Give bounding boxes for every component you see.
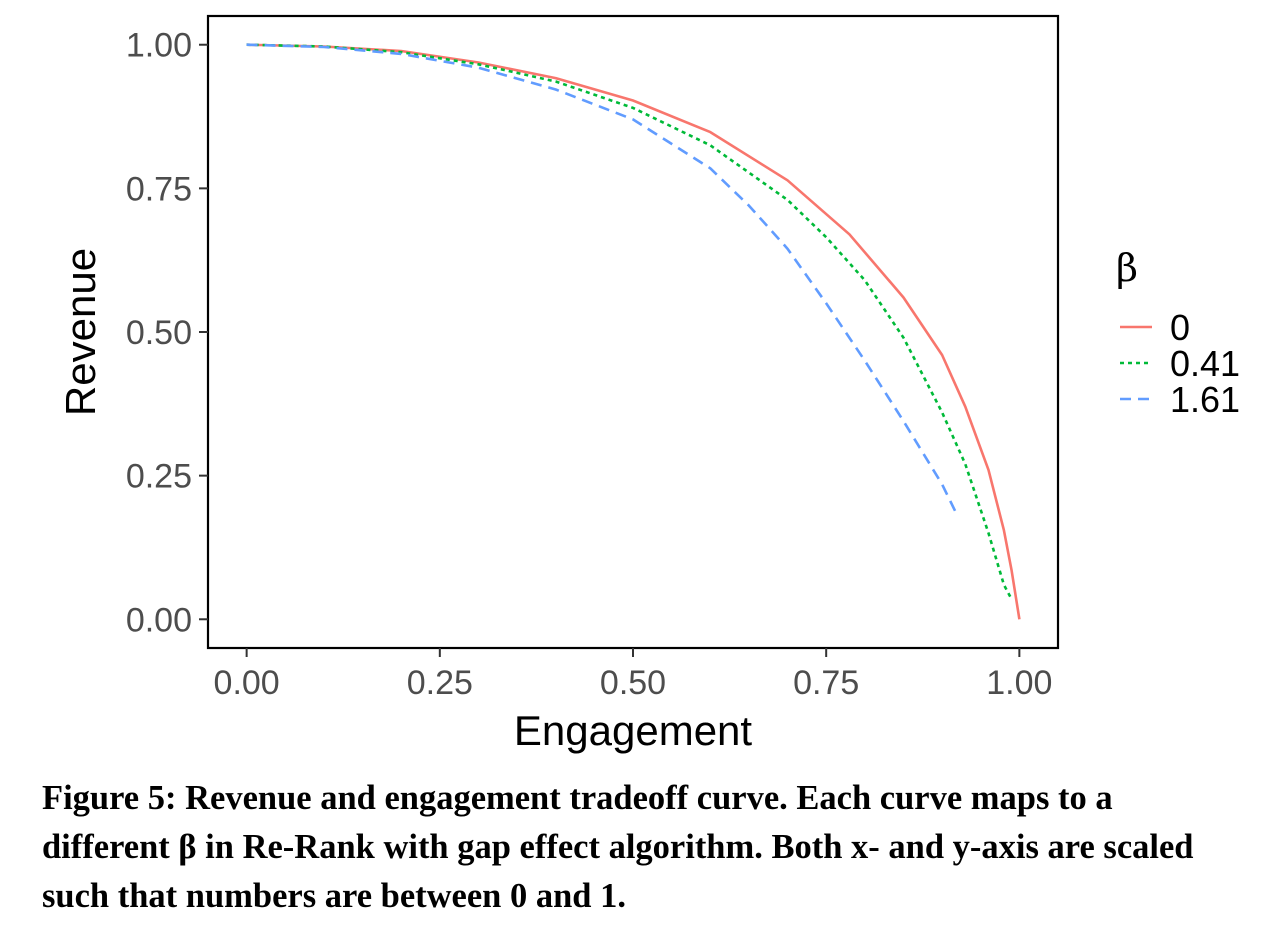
legend-label: 0.41: [1170, 343, 1240, 384]
y-tick-label: 0.50: [126, 314, 192, 352]
series-line-3: [246, 43, 959, 517]
tradeoff-chart: 0.00 0.25 0.50 0.75 1.00 0.00 0.25 0.50 0.75 1.0…: [57, 14, 1240, 754]
series-lines: [246, 43, 1021, 620]
y-tick-label: 0.25: [126, 458, 192, 496]
figure-caption: Figure 5: Revenue and engagement tradeof…: [42, 779, 1194, 915]
x-tick-label: 0.50: [600, 664, 666, 702]
legend-title: β: [1116, 246, 1138, 290]
legend-items: 00.411.61: [1120, 307, 1240, 420]
x-axis: 0.00 0.25 0.50 0.75 1.00: [214, 648, 1052, 702]
y-tick-label: 1.00: [126, 27, 192, 65]
series-line-1: [246, 43, 1021, 620]
y-axis-title: Revenue: [57, 248, 104, 416]
x-tick-label: 0.00: [214, 664, 280, 702]
y-tick-label: 0.00: [126, 601, 192, 639]
x-tick-label: 0.25: [407, 664, 473, 702]
y-axis: 0.00 0.25 0.50 0.75 1.00: [126, 27, 208, 639]
x-axis-title: Engagement: [514, 707, 753, 754]
legend-label: 1.61: [1170, 379, 1240, 420]
legend-label: 0: [1170, 307, 1190, 348]
y-tick-label: 0.75: [126, 170, 192, 208]
legend: β 00.411.61: [1116, 246, 1240, 420]
x-tick-label: 0.75: [793, 664, 859, 702]
x-tick-label: 1.00: [986, 664, 1052, 702]
series-line-2: [246, 43, 1013, 600]
plot-panel: [206, 14, 1060, 650]
